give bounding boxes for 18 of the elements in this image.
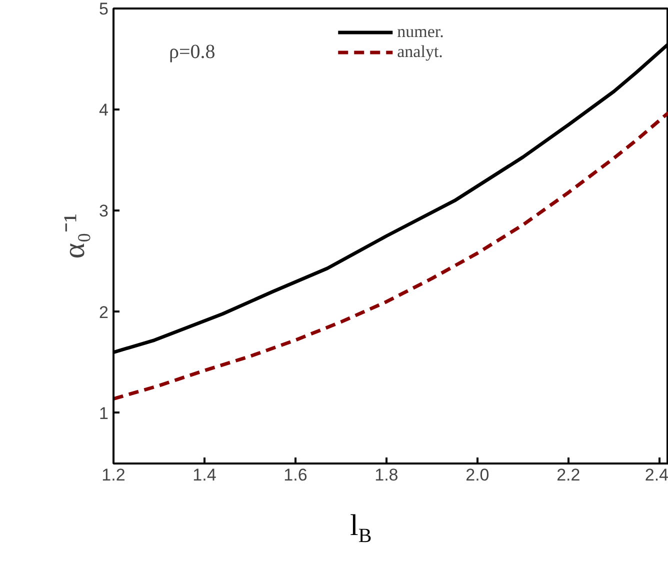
x-tick-label: 1.6 [284, 466, 308, 484]
y-axis-title: α₀⁻¹ [58, 213, 92, 259]
x-tick-label: 2.2 [556, 466, 580, 484]
line-series [114, 110, 668, 401]
x-tick-label: 2.4 [644, 466, 668, 484]
x-tick-label: 1.4 [192, 466, 216, 484]
legend-label: numer. [397, 22, 444, 42]
y-tick-label: 2 [99, 302, 109, 322]
legend-label: analyt. [397, 42, 443, 62]
y-tick-label: 1 [99, 404, 109, 423]
x-axis-title: l$_{B}$ [350, 508, 372, 549]
y-tick-label: 3 [99, 202, 109, 221]
y-tick-label: 4 [99, 100, 109, 120]
annotation: ρ=0.8 [169, 41, 216, 64]
y-tick-label: 5 [99, 0, 109, 18]
x-tick-label: 1.2 [102, 466, 126, 484]
x-tick-label: 1.8 [374, 466, 398, 484]
x-tick-label: 2.0 [466, 466, 490, 484]
